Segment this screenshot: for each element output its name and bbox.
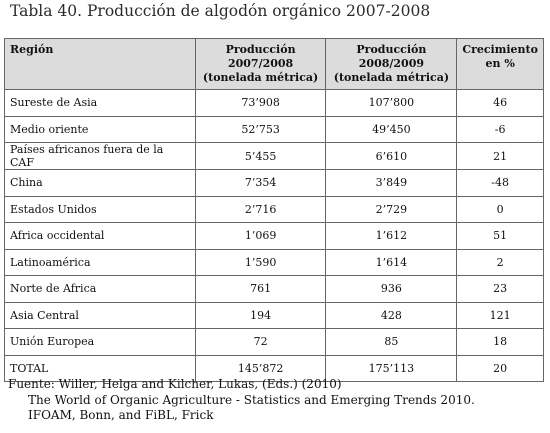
table-row: Africa occidental 1’069 1’612 51 (4, 222, 544, 250)
table-row: Sureste de Asia 73’908 107’800 46 (4, 89, 544, 117)
source-line-1: Fuente: Willer, Helga and Kilcher, Lukas… (8, 377, 342, 391)
production-2008-cell: 1’612 (325, 222, 458, 250)
production-2007-cell: 52’753 (194, 115, 327, 143)
production-2008-cell: 175’113 (325, 354, 458, 382)
region-cell: TOTAL (4, 354, 196, 382)
production-2007-cell: 2’716 (194, 195, 327, 223)
table-body: Sureste de Asia 73’908 107’800 46 Medio orie… (4, 89, 544, 382)
region-cell: Unión Europea (4, 328, 196, 356)
growth-cell: 121 (456, 301, 544, 329)
region-cell: Estados Unidos (4, 195, 196, 223)
production-2007-cell: 194 (194, 301, 327, 329)
production-2007-cell: 5’455 (194, 142, 327, 170)
region-cell: Africa occidental (4, 222, 196, 250)
table-header: Región Producción 2007/2008 (tonelada mé… (4, 38, 544, 90)
header-production-2008-title: Producción 2008/2009 (356, 43, 427, 70)
source-note: Fuente: Willer, Helga and Kilcher, Lukas… (8, 377, 475, 424)
production-2007-cell: 145’872 (194, 354, 327, 382)
production-2008-cell: 6’610 (325, 142, 458, 170)
header-growth: Crecimiento en % (456, 38, 544, 90)
production-2007-cell: 761 (194, 275, 327, 303)
growth-cell: -6 (456, 115, 544, 143)
growth-cell: 18 (456, 328, 544, 356)
production-2008-cell: 107’800 (325, 89, 458, 117)
header-production-2007: Producción 2007/2008 (tonelada métrica) (194, 38, 327, 90)
production-2008-cell: 3’849 (325, 169, 458, 197)
header-region: Región (4, 38, 196, 90)
growth-cell: 21 (456, 142, 544, 170)
growth-cell: 2 (456, 248, 544, 276)
header-growth-unit: en % (485, 57, 515, 70)
production-2008-cell: 49’450 (325, 115, 458, 143)
growth-cell: 20 (456, 354, 544, 382)
production-2007-cell: 7’354 (194, 169, 327, 197)
production-2007-cell: 1’069 (194, 222, 327, 250)
production-2008-cell: 85 (325, 328, 458, 356)
production-2008-cell: 428 (325, 301, 458, 329)
source-line-2: The World of Organic Agriculture - Stati… (28, 392, 475, 407)
table-row: Norte de Africa 761 936 23 (4, 275, 544, 303)
growth-cell: 0 (456, 195, 544, 223)
header-production-2007-title: Producción 2007/2008 (225, 43, 296, 70)
table-row: Latinoamérica 1’590 1’614 2 (4, 248, 544, 276)
table-row: China 7’354 3’849 -48 (4, 169, 544, 197)
growth-cell: 46 (456, 89, 544, 117)
header-row: Región Producción 2007/2008 (tonelada mé… (4, 38, 544, 90)
region-cell: Sureste de Asia (4, 89, 196, 117)
table-row: Asia Central 194 428 121 (4, 301, 544, 329)
growth-cell: -48 (456, 169, 544, 197)
region-cell: Latinoamérica (4, 248, 196, 276)
region-cell: Medio oriente (4, 115, 196, 143)
total-row: TOTAL 145’872 175’113 20 (4, 354, 544, 382)
production-2007-cell: 1’590 (194, 248, 327, 276)
production-2008-cell: 2’729 (325, 195, 458, 223)
source-line-3: IFOAM, Bonn, and FiBL, Frick (28, 408, 214, 422)
region-cell: Norte de Africa (4, 275, 196, 303)
growth-cell: 23 (456, 275, 544, 303)
table-row: Unión Europea 72 85 18 (4, 328, 544, 356)
production-2007-cell: 73’908 (194, 89, 327, 117)
cotton-production-table: Región Producción 2007/2008 (tonelada mé… (4, 38, 544, 382)
table-row: Países africanos fuera de la CAF 5’455 6’6… (4, 142, 544, 170)
region-cell: Asia Central (4, 301, 196, 329)
table-row: Medio oriente 52’753 49’450 -6 (4, 115, 544, 143)
header-region-label: Región (10, 43, 54, 56)
header-production-2008: Producción 2008/2009 (tonelada métrica) (325, 38, 458, 90)
header-production-2008-unit: (tonelada métrica) (333, 71, 450, 84)
header-growth-title: Crecimiento (462, 43, 538, 56)
region-cell: China (4, 169, 196, 197)
table-row: Estados Unidos 2’716 2’729 0 (4, 195, 544, 223)
header-production-2007-unit: (tonelada métrica) (202, 71, 319, 84)
production-2007-cell: 72 (194, 328, 327, 356)
growth-cell: 51 (456, 222, 544, 250)
region-cell: Países africanos fuera de la CAF (4, 142, 196, 170)
production-2008-cell: 936 (325, 275, 458, 303)
table-title: Tabla 40. Producción de algodón orgánico… (10, 2, 431, 20)
production-2008-cell: 1’614 (325, 248, 458, 276)
